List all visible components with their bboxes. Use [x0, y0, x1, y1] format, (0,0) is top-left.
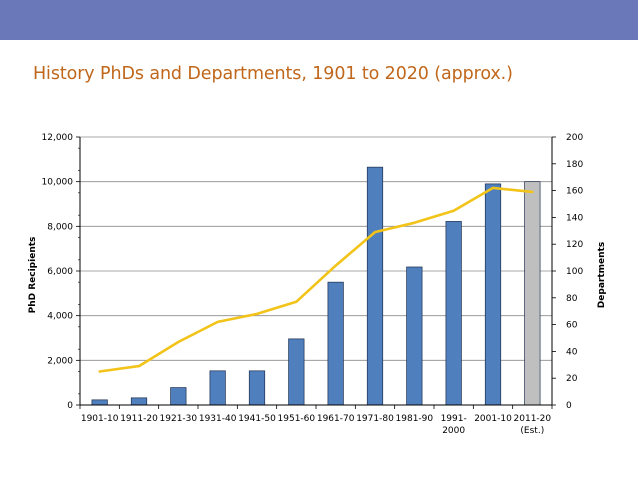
x-tick-label: 1951-60 [278, 414, 316, 424]
x-tick-label: 2001-10 [474, 414, 512, 424]
bar [130, 397, 148, 406]
y2-tick-label: 200 [566, 133, 583, 143]
y-tick-label: 2,000 [47, 356, 73, 366]
y2-tick-label: 160 [566, 187, 583, 197]
y2-tick-label: 60 [566, 321, 578, 331]
x-tick-label: 1941-50 [238, 414, 276, 424]
x-tick-label: 1931-40 [199, 414, 237, 424]
bar-series [91, 166, 541, 406]
y-tick-label: 0 [67, 401, 73, 411]
slide-title: History PhDs and Departments, 1901 to 20… [33, 64, 513, 84]
line-series [98, 186, 534, 373]
y-tick-label: 10,000 [42, 178, 74, 188]
y-tick-labels: 0 2,000 4,000 6,000 8,000 10,000 12,000 [42, 133, 74, 411]
x-tick-label: 2011-20 (Est.) [514, 414, 552, 436]
y2-tick-label: 40 [566, 347, 578, 357]
bar [445, 221, 462, 406]
departments-line [98, 186, 534, 373]
y2-tick-label: 0 [566, 401, 572, 411]
bar [288, 338, 305, 406]
y2-tick-label: 140 [566, 213, 583, 223]
x-tick-label: 1981-90 [396, 414, 434, 424]
bar [248, 370, 266, 406]
x-tick-label: 1971-80 [356, 414, 394, 424]
y2-tick-label: 180 [566, 160, 583, 170]
bar [366, 166, 384, 406]
x-tick-label: 1961-70 [317, 414, 355, 424]
y-axis-label: PhD Recipients [28, 237, 38, 314]
x-tick-label: 1911-20 [120, 414, 158, 424]
y-tick-label: 6,000 [47, 267, 73, 277]
y2-tick-label: 20 [566, 374, 578, 384]
bar [406, 266, 423, 406]
y-tick-label: 8,000 [47, 222, 73, 232]
gridlines [80, 136, 552, 361]
axes [76, 136, 556, 409]
y2-tick-label: 120 [566, 240, 583, 250]
bar [327, 281, 344, 406]
bar [209, 370, 226, 406]
y2-axis-label: Departments [597, 242, 607, 308]
bar [524, 181, 541, 406]
y-tick-label: 4,000 [47, 312, 73, 322]
bar [170, 387, 187, 406]
y2-tick-label: 100 [566, 267, 583, 277]
y2-tick-label: 80 [566, 294, 578, 304]
x-tick-labels: 1901-10 1911-20 1921-30 1931-40 1941-50 1951-… [81, 414, 552, 436]
x-tick-label: 1991-2000 [441, 414, 467, 436]
bar [91, 399, 108, 406]
bar [484, 183, 502, 406]
y-tick-label: 12,000 [42, 133, 74, 143]
x-tick-label: 1921-30 [160, 414, 198, 424]
x-tick-label: 1901-10 [81, 414, 119, 424]
y2-tick-labels: 0 20 40 60 80 100 120 140 160 180 200 [566, 133, 583, 411]
header-band [0, 0, 638, 40]
